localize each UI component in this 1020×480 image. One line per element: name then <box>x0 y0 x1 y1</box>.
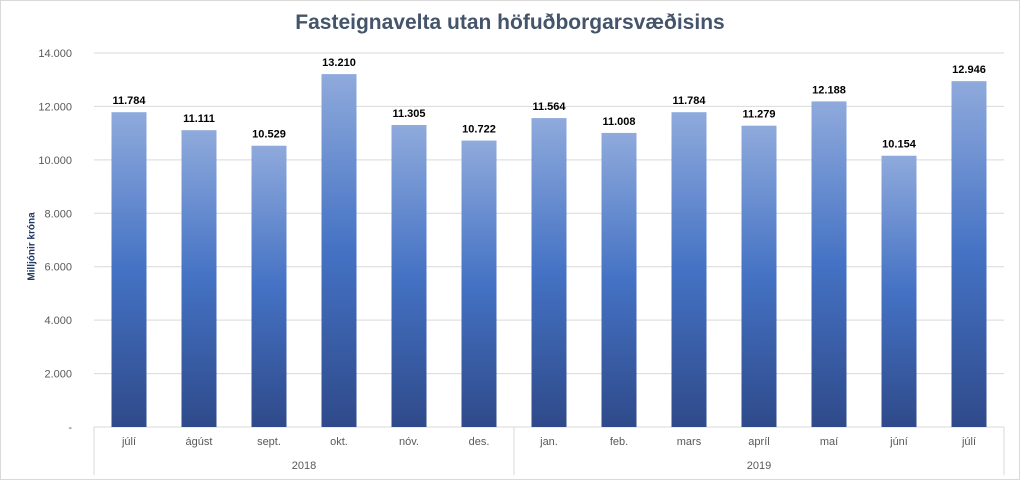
bar <box>181 130 217 428</box>
x-tick-label: sept. <box>257 436 281 448</box>
data-label: 11.784 <box>112 95 146 107</box>
data-label: 10.722 <box>462 124 496 136</box>
bar <box>531 118 567 428</box>
x-tick-label: jan. <box>539 436 558 448</box>
x-tick-label: júlí <box>961 436 976 448</box>
y-tick-label: 10.000 <box>38 155 72 167</box>
bar <box>741 125 777 427</box>
x-tick-label: nóv. <box>399 436 419 448</box>
x-tick-label: ágúst <box>186 436 213 448</box>
year-group-label: 2019 <box>747 460 771 472</box>
y-tick-label: 2.000 <box>44 369 72 381</box>
data-label: 11.564 <box>532 101 566 113</box>
year-group-label: 2018 <box>292 460 316 472</box>
data-label: 11.111 <box>183 113 215 125</box>
x-tick-label: des. <box>469 436 490 448</box>
bar <box>881 155 917 427</box>
bar <box>321 74 357 428</box>
data-label: 11.305 <box>392 108 425 120</box>
x-tick-label: feb. <box>610 436 628 448</box>
y-tick-label: 12.000 <box>38 101 72 113</box>
bar <box>601 132 637 427</box>
bar <box>251 145 287 427</box>
y-tick-label: 8.000 <box>44 208 72 220</box>
x-tick-label: okt. <box>330 436 348 448</box>
bar <box>811 101 847 428</box>
bar <box>461 140 497 427</box>
bar <box>111 112 147 428</box>
data-label: 10.154 <box>882 139 917 151</box>
chart-title: Fasteignavelta utan höfuðborgarsvæðisins <box>295 11 725 34</box>
y-tick-label: - <box>68 422 72 434</box>
data-label: 12.188 <box>812 84 846 96</box>
x-tick-label: mars <box>677 436 702 448</box>
bar <box>671 112 707 428</box>
bar <box>391 124 427 428</box>
y-tick-label: 14.000 <box>38 48 72 60</box>
data-label: 11.784 <box>672 95 706 107</box>
data-label: 11.279 <box>742 109 775 121</box>
data-label: 11.008 <box>602 116 635 128</box>
x-tick-label: júní <box>889 436 908 448</box>
x-tick-label: maí <box>820 436 838 448</box>
bar <box>951 81 987 427</box>
x-tick-label: júlí <box>121 436 136 448</box>
data-label: 12.946 <box>952 64 986 76</box>
y-tick-label: 4.000 <box>44 315 72 327</box>
data-label: 10.529 <box>252 129 286 141</box>
x-tick-label: apríl <box>748 436 769 448</box>
y-tick-label: 6.000 <box>44 262 72 274</box>
data-label: 13.210 <box>322 57 356 69</box>
